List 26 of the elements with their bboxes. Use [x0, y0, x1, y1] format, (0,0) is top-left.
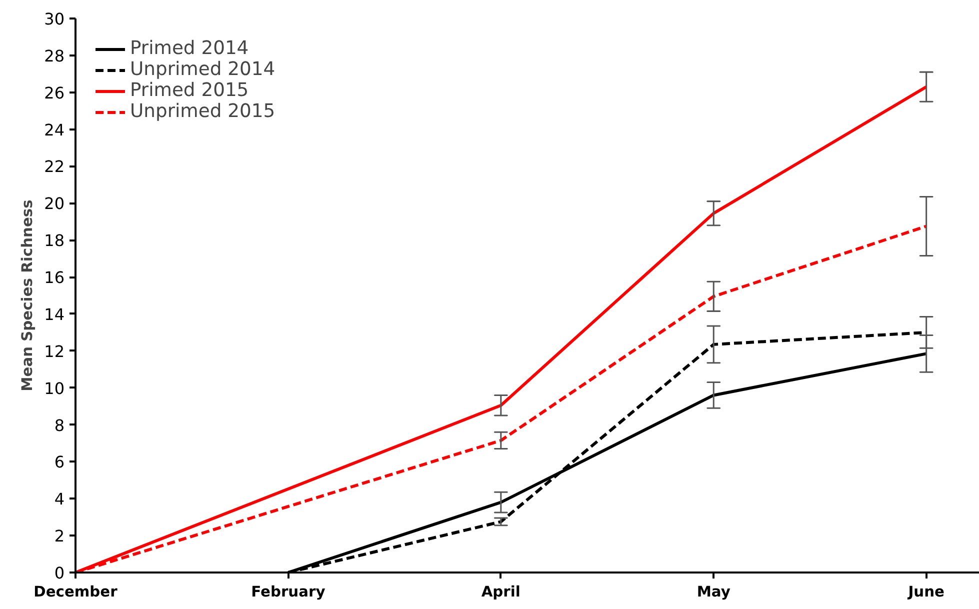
x-tick-label: April	[481, 584, 520, 600]
y-axis-title: Mean Species Richness	[19, 199, 36, 392]
x-tick-label: December	[34, 584, 118, 600]
y-tick-label: 22	[44, 157, 64, 176]
y-tick-label: 2	[54, 526, 65, 546]
y-tick-label: 16	[44, 268, 64, 288]
y-tick-label: 18	[44, 231, 64, 250]
y-tick-label: 12	[44, 342, 64, 361]
y-tick-label: 26	[44, 83, 64, 102]
y-tick-label: 24	[44, 120, 64, 140]
legend-label: Primed 2015	[130, 80, 249, 101]
x-tick-label: June	[907, 584, 945, 600]
legend-label: Unprimed 2014	[130, 59, 276, 80]
y-tick-label: 6	[54, 452, 65, 472]
y-tick-label: 14	[44, 304, 64, 324]
y-tick-label: 30	[44, 10, 64, 28]
y-tick-label: 4	[54, 490, 65, 509]
y-tick-label: 28	[44, 46, 64, 66]
x-tick-label: May	[696, 584, 731, 600]
y-tick-label: 0	[54, 564, 65, 582]
y-tick-label: 8	[54, 416, 65, 435]
legend-label: Unprimed 2015	[130, 101, 276, 122]
legend-label: Primed 2014	[130, 38, 249, 59]
y-tick-label: 10	[44, 378, 64, 398]
x-tick-label: February	[251, 584, 326, 600]
y-tick-label: 20	[44, 194, 64, 214]
